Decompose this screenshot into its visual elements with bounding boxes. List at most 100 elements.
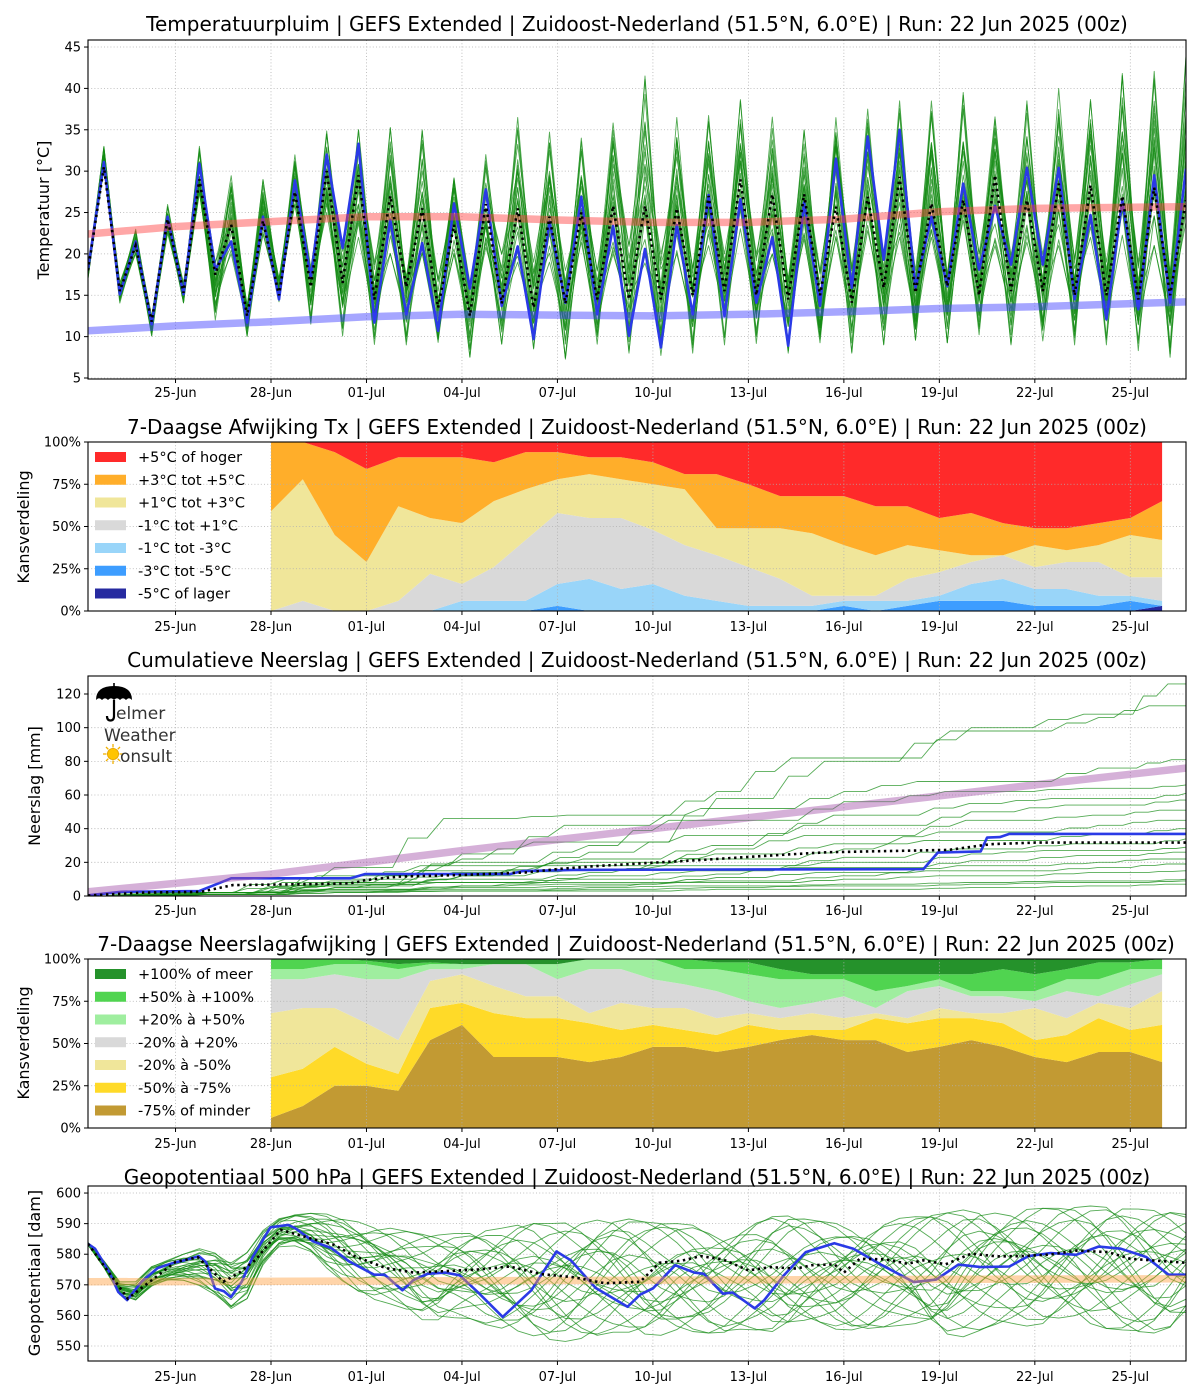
chart-title: Cumulatieve Neerslag | GEFS Extended | Z… bbox=[127, 648, 1147, 672]
y-tick-label: 0% bbox=[60, 605, 81, 620]
y-axis: 0% 25% 50% 75% 100% bbox=[44, 436, 88, 620]
x-tick-label: 16-Jul bbox=[825, 904, 863, 919]
legend-item: -5°C of lager bbox=[95, 587, 230, 603]
area-layer bbox=[271, 1002, 1163, 1118]
x-tick-label: 04-Jul bbox=[443, 1137, 481, 1152]
legend-label: +5°C of hoger bbox=[138, 450, 242, 466]
x-tick-label: 07-Jul bbox=[539, 620, 577, 635]
legend-swatch bbox=[95, 474, 126, 485]
y-axis-label: Kansverdeling bbox=[14, 986, 33, 1099]
ensemble-member-line bbox=[88, 1209, 1186, 1335]
x-tick-label: 28-Jun bbox=[250, 904, 292, 919]
y-tick-label: 75% bbox=[52, 995, 81, 1010]
ensemble-member-line bbox=[88, 1222, 1186, 1331]
legend-swatch bbox=[95, 1105, 126, 1116]
x-axis: 25-Jun 28-Jun 01-Jul 04-Jul 07-Jul 10-Jul 13-J… bbox=[154, 379, 1149, 401]
climatology-line bbox=[88, 1274, 1186, 1286]
ensemble-member-line bbox=[88, 792, 1186, 896]
legend-label: -20% à -50% bbox=[138, 1058, 231, 1074]
ensemble-member-line bbox=[88, 1216, 1186, 1333]
legend-swatch bbox=[95, 497, 126, 508]
y-tick-label: 25 bbox=[64, 206, 81, 221]
x-tick-label: 25-Jul bbox=[1111, 620, 1149, 635]
brand-logo: elmer Weather onsult bbox=[96, 683, 176, 767]
chart-title: 7-Daagse Neerslagafwijking | GEFS Extend… bbox=[97, 932, 1175, 956]
x-tick-label: 19-Jul bbox=[921, 1370, 959, 1385]
ensemble-member-line bbox=[88, 1212, 1186, 1327]
sun-icon bbox=[103, 744, 123, 764]
ensemble-members bbox=[88, 683, 1186, 896]
y-tick-label: 100% bbox=[44, 953, 81, 968]
ensemble-member-line bbox=[88, 870, 1186, 896]
y-tick-label: 80 bbox=[64, 755, 81, 770]
legend-label: +50% à +100% bbox=[138, 990, 254, 1006]
y-tick-label: 35 bbox=[64, 123, 81, 138]
legend-item: +3°C tot +5°C bbox=[95, 473, 245, 489]
y-tick-label: 100 bbox=[56, 721, 81, 736]
legend-label: +1°C tot +3°C bbox=[138, 496, 245, 512]
control-run-line bbox=[88, 128, 1186, 349]
logo-text-line3: onsult bbox=[120, 747, 173, 767]
legend-swatch bbox=[95, 588, 126, 599]
y-tick-label: 30 bbox=[64, 165, 81, 180]
x-tick-label: 01-Jul bbox=[348, 1370, 386, 1385]
climatology-line bbox=[88, 764, 1186, 896]
y-axis: 0% 25% 50% 75% 100% bbox=[44, 953, 88, 1137]
legend-swatch bbox=[95, 452, 126, 462]
legend-item: +20% à +50% bbox=[95, 1013, 245, 1029]
ensemble-member-line bbox=[88, 883, 1186, 896]
y-tick-label: 15 bbox=[64, 289, 81, 304]
ensemble-member-line bbox=[88, 1207, 1186, 1334]
plot-frame bbox=[87, 39, 1187, 380]
legend-item: +100% of meer bbox=[95, 967, 253, 983]
plot-area: 25-Jun 28-Jun 01-Jul 04-Jul 07-Jul 10-Jul 13-J… bbox=[44, 436, 1187, 635]
plot-area: 25-Jun 28-Jun 01-Jul 04-Jul 07-Jul 10-Jul 13-J… bbox=[44, 953, 1187, 1152]
plot-frame bbox=[87, 1185, 1187, 1362]
y-axis: 0 20 40 60 80 100 120 bbox=[56, 688, 88, 905]
y-tick-label: 45 bbox=[64, 41, 81, 56]
x-tick-label: 25-Jul bbox=[1111, 1370, 1149, 1385]
legend-label: -1°C tot +1°C bbox=[138, 518, 238, 534]
control-run-line bbox=[88, 832, 1186, 896]
plot-area: 25-Jun 28-Jun 01-Jul 04-Jul 07-Jul 10-Jul 13-J… bbox=[64, 39, 1187, 401]
x-tick-label: 22-Jul bbox=[1016, 386, 1054, 401]
x-tick-label: 25-Jun bbox=[154, 620, 196, 635]
x-tick-label: 19-Jul bbox=[921, 386, 959, 401]
x-tick-label: 22-Jul bbox=[1016, 620, 1054, 635]
y-tick-label: 550 bbox=[56, 1340, 81, 1355]
x-tick-label: 10-Jul bbox=[634, 1370, 672, 1385]
stacked-areas bbox=[271, 442, 1163, 611]
x-tick-label: 28-Jun bbox=[250, 1370, 292, 1385]
legend-item: -20% à +20% bbox=[95, 1035, 238, 1051]
y-axis: 5 10 15 20 25 30 35 40 45 bbox=[64, 41, 88, 387]
area-layer bbox=[271, 1024, 1163, 1128]
legend-item: -75% of minder bbox=[95, 1104, 250, 1120]
panel-geopotential: Geopotentiaal 500 hPa | GEFS Extended | … bbox=[25, 1165, 1187, 1385]
plot-body bbox=[88, 683, 1186, 896]
y-tick-label: 50% bbox=[52, 1037, 81, 1052]
legend-swatch bbox=[95, 969, 126, 979]
y-tick-label: 20 bbox=[64, 856, 81, 871]
x-tick-label: 10-Jul bbox=[634, 386, 672, 401]
ensemble-member-line bbox=[88, 1208, 1186, 1323]
y-tick-label: 5 bbox=[73, 372, 81, 387]
x-tick-label: 13-Jul bbox=[730, 904, 768, 919]
climatology-tmin-line bbox=[88, 298, 1186, 335]
x-tick-label: 01-Jul bbox=[348, 904, 386, 919]
ensemble-member-line bbox=[88, 1212, 1186, 1331]
x-tick-label: 25-Jun bbox=[154, 904, 196, 919]
y-tick-label: 60 bbox=[64, 789, 81, 804]
area-layer bbox=[271, 974, 1163, 1078]
x-tick-label: 25-Jul bbox=[1111, 1137, 1149, 1152]
climatology-tmax-line bbox=[88, 202, 1186, 238]
y-tick-label: 20 bbox=[64, 247, 81, 262]
x-axis: 25-Jun 28-Jun 01-Jul 04-Jul 07-Jul 10-Jul 13-J… bbox=[154, 1128, 1149, 1152]
y-axis-label: Temperatuur [°C] bbox=[34, 141, 53, 281]
x-tick-label: 07-Jul bbox=[539, 1370, 577, 1385]
legend-swatch bbox=[95, 543, 126, 553]
ensemble-member-line bbox=[88, 878, 1186, 896]
ensemble-member-line bbox=[88, 851, 1186, 896]
legend-label: -50% à -75% bbox=[138, 1081, 231, 1097]
y-tick-label: 560 bbox=[56, 1309, 81, 1324]
legend: +100% of meer +50% à +100% +20% à +50% -20%… bbox=[95, 967, 254, 1120]
